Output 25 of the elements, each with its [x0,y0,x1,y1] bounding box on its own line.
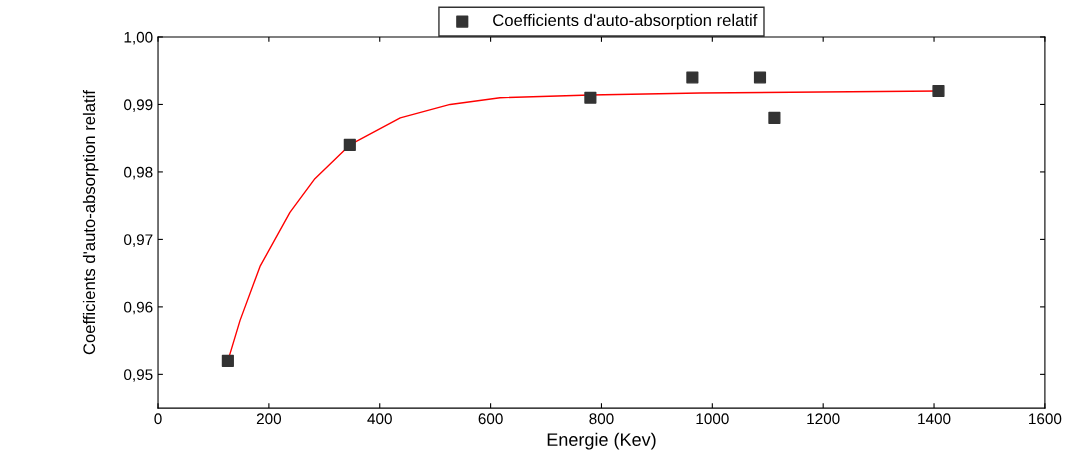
point [584,91,597,104]
x-tick-label: 400 [367,413,392,425]
x-tick-label: 200 [256,413,282,425]
legend-label: Coefficients d'auto-absorption relatif [493,13,758,30]
y-axis-title: Coefficients d'auto-absorption relatif [82,89,99,355]
x-tick-label: 1400 [918,413,951,425]
x-axis-title: Energie (Kev) [547,432,656,450]
y-tick-label: 0,99 [124,99,153,112]
x-tick-label: 0 [154,413,162,425]
point [221,354,234,367]
x-tick-label: 1000 [696,413,729,425]
y-tick-label: 0,97 [124,234,153,247]
point [768,111,781,125]
x-tick-label: 800 [589,413,614,425]
point [753,71,767,84]
point [932,84,945,98]
x-tick-label: 600 [478,413,503,425]
x-tick-label: 1600 [1029,413,1062,425]
y-tick-label: 0,98 [124,166,153,180]
point [686,71,699,84]
y-tick-label: 0,96 [124,301,153,315]
y-tick-label: 0,95 [124,369,153,382]
y-tick-label: 1,00 [124,31,153,45]
point [343,138,356,152]
x-tick-label: 1200 [807,413,840,425]
